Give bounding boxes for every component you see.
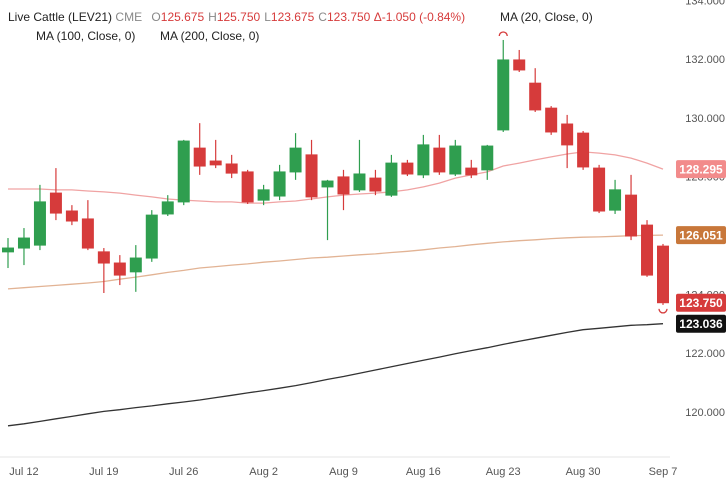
candle-body: [529, 82, 542, 111]
candle-body: [481, 145, 494, 171]
x-tick-label: Aug 23: [486, 466, 521, 478]
ma-line: [7, 234, 664, 290]
candle-body: [17, 237, 30, 249]
candle-body: [2, 247, 14, 253]
candle-body: [465, 167, 478, 176]
price-badge-label: 123.036: [679, 317, 723, 331]
candle-body: [257, 189, 270, 201]
ma-line: [7, 323, 664, 427]
candle-body: [49, 192, 62, 214]
price-badge: [676, 314, 726, 333]
low-marker: [658, 308, 668, 314]
change: Δ-1.050 (-0.84%): [374, 10, 465, 24]
candle-body: [641, 224, 654, 276]
candle-body: [161, 201, 174, 215]
candle-body: [129, 257, 142, 273]
candle-body: [545, 107, 558, 133]
candle-body: [625, 194, 638, 237]
price-badge: [676, 293, 726, 312]
candle-body: [369, 177, 382, 192]
y-tick-label: 134.000: [685, 0, 725, 7]
x-tick-label: Jul 19: [89, 466, 118, 478]
price-badges: 128.295 126.051 123.750 123.036: [676, 160, 726, 333]
candle-body: [353, 173, 366, 191]
candle-body: [305, 154, 318, 198]
candle-body: [177, 140, 190, 203]
candle-body: [593, 167, 606, 212]
exchange: CME: [115, 10, 142, 24]
quote-key: O: [151, 10, 160, 24]
candle-body: [609, 189, 622, 211]
legend-entry: MA (200, Close, 0): [160, 29, 259, 43]
quote-value: 125.675: [161, 10, 205, 24]
x-tick-label: Sep 7: [649, 466, 678, 478]
price-badge-label: 128.295: [679, 162, 723, 176]
candle-body: [321, 180, 334, 188]
candle-body: [225, 163, 238, 174]
quote-key: H: [208, 10, 217, 24]
y-tick-label: 132.000: [685, 54, 725, 66]
candle-body: [241, 171, 254, 203]
ma-line: [8, 151, 664, 204]
x-tick-label: Aug 9: [329, 466, 358, 478]
price-badge: [676, 226, 726, 245]
candle-body: [145, 214, 158, 259]
candle-body: [289, 147, 302, 173]
price-badge-label: 123.750: [679, 296, 723, 310]
y-tick-label: 120.000: [685, 407, 725, 419]
quote-value: 125.750: [217, 10, 261, 24]
candle-body: [657, 245, 669, 304]
quote-value: 123.675: [271, 10, 315, 24]
candle-body: [449, 145, 462, 175]
y-tick-label: 122.000: [685, 348, 725, 360]
candle-body: [417, 144, 430, 176]
candle-body: [209, 160, 222, 166]
x-tick-label: Aug 2: [249, 466, 278, 478]
x-tick-label: Aug 16: [406, 466, 441, 478]
candle-body: [337, 176, 350, 195]
quote-value: 123.750: [327, 10, 371, 24]
plot-area: [2, 31, 669, 427]
y-axis: 120.000122.000124.000126.000128.000130.0…: [9, 0, 725, 478]
quotes: O125.675 H125.750 L123.675 C123.750: [151, 10, 373, 24]
symbol: Live Cattle (LEV21): [8, 10, 112, 24]
legend-entry: MA (20, Close, 0): [500, 10, 593, 24]
x-tick-label: Jul 26: [169, 466, 198, 478]
quote-line: Live Cattle (LEV21) CME O125.675 H125.750…: [8, 10, 465, 24]
high-marker: [498, 31, 508, 37]
candle-body: [561, 123, 574, 146]
candle-body: [33, 201, 46, 246]
y-tick-label: 130.000: [685, 113, 725, 125]
candle-body: [401, 162, 414, 175]
legend-entry: MA (100, Close, 0): [36, 29, 135, 43]
candle-body: [513, 59, 526, 71]
candle-body: [113, 262, 126, 276]
candle-body: [497, 59, 510, 131]
candle-body: [433, 147, 446, 173]
candle-body: [81, 218, 94, 249]
candle-body: [273, 171, 286, 197]
candle-body: [65, 210, 78, 222]
price-badge: [676, 160, 726, 179]
x-tick-label: Aug 30: [566, 466, 601, 478]
quote-key: C: [318, 10, 327, 24]
candle-body: [385, 162, 398, 196]
x-tick-label: Jul 12: [9, 466, 38, 478]
price-badge-label: 126.051: [679, 228, 723, 242]
candle-body: [193, 147, 206, 167]
candle-body: [97, 251, 110, 264]
quote-key: L: [264, 10, 271, 24]
candle-body: [577, 132, 590, 168]
